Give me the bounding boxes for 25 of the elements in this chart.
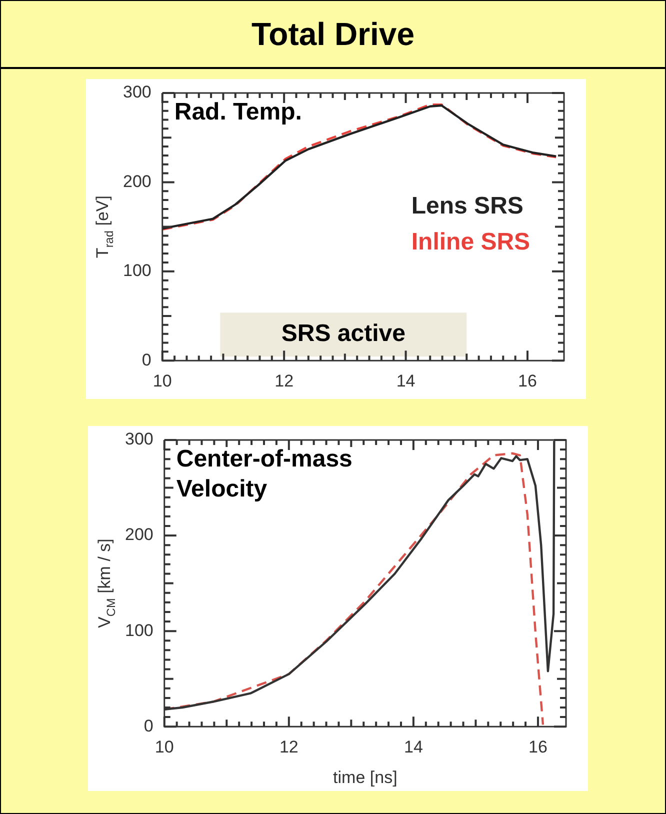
y-tick-label: 100 bbox=[124, 620, 154, 640]
x-tick-label: 10 bbox=[154, 737, 174, 756]
text: Inline SRS bbox=[411, 228, 530, 256]
x-tick-label: 14 bbox=[404, 737, 423, 756]
y-tick-label: 300 bbox=[122, 82, 152, 102]
x-tick-label: 16 bbox=[518, 371, 537, 390]
x-tick-label: 12 bbox=[279, 737, 298, 756]
y-tick-label: 0 bbox=[142, 350, 152, 370]
x-tick-label: 16 bbox=[528, 737, 548, 756]
y-axis-title: VCM [km / s] bbox=[95, 538, 118, 628]
x-tick-label: 10 bbox=[152, 371, 172, 390]
y-tick-label: 200 bbox=[124, 525, 154, 544]
y-tick-label: 100 bbox=[122, 261, 152, 280]
chart-title: Total Drive bbox=[1, 1, 665, 69]
y-tick-label: 0 bbox=[144, 716, 154, 736]
y-tick-label: 300 bbox=[124, 430, 154, 449]
x-tick-label: 12 bbox=[274, 371, 294, 390]
y-axis-title: Trad [eV] bbox=[93, 196, 116, 258]
annotation: Rad. Temp. bbox=[174, 98, 302, 126]
series-label: Lens SRS bbox=[411, 192, 524, 220]
x-tick-label: 14 bbox=[396, 371, 416, 390]
annotation: Center-of-mass Velocity bbox=[176, 446, 352, 503]
band-label: SRS active bbox=[281, 320, 406, 348]
x-axis-title: time [ns] bbox=[333, 768, 398, 787]
y-tick-label: 200 bbox=[122, 172, 152, 191]
